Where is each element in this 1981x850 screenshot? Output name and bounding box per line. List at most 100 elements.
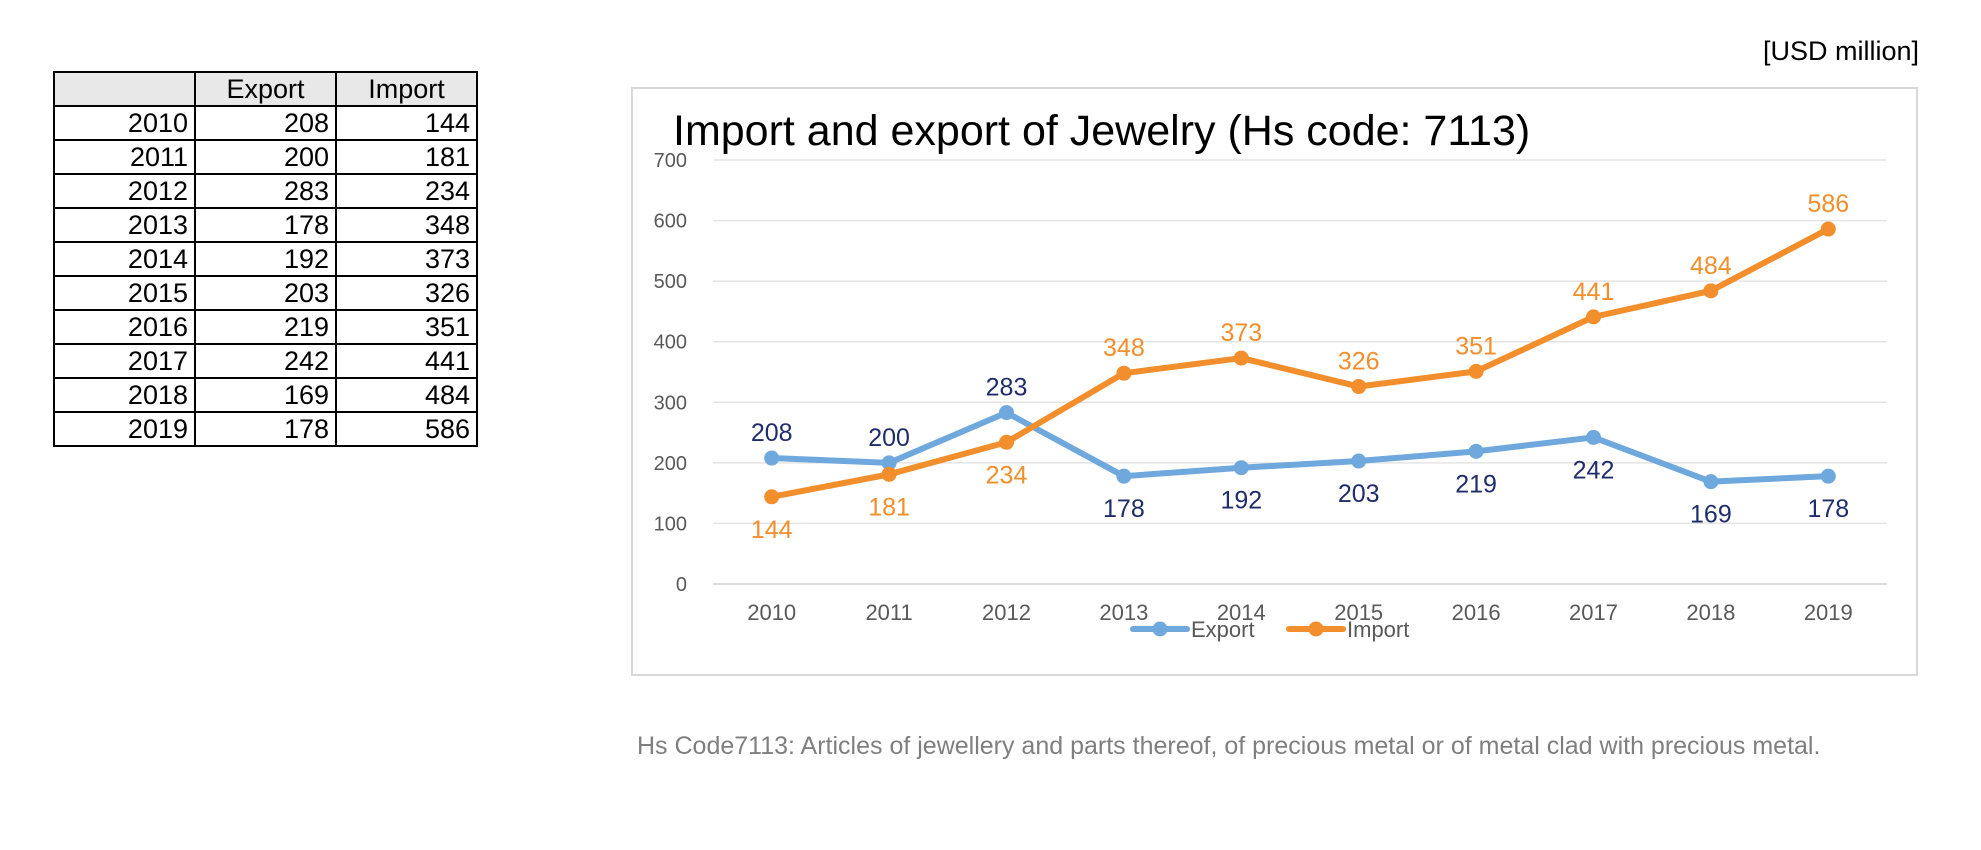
legend-marker-export [1152, 621, 1168, 637]
data-label-import: 348 [1103, 334, 1145, 362]
footnote: Hs Code7113: Articles of jewellery and p… [637, 732, 1821, 760]
table-cell: 2014 [53, 241, 196, 277]
x-tick-label: 2017 [1569, 600, 1618, 625]
table-cell: 242 [194, 343, 337, 379]
table-cell: 169 [194, 377, 337, 413]
data-label-export: 200 [868, 424, 910, 452]
table-cell: 283 [194, 173, 337, 209]
table-cell: 2016 [53, 309, 196, 345]
y-tick-label: 600 [654, 211, 687, 233]
data-point-export [1233, 460, 1249, 476]
y-tick-label: 100 [654, 513, 687, 535]
data-point-export [1468, 443, 1484, 459]
data-label-export: 208 [751, 419, 793, 447]
table-row: 2012 283 234 [53, 173, 478, 209]
data-label-import: 484 [1690, 252, 1732, 280]
data-label-export: 192 [1220, 487, 1262, 515]
data-label-import: 373 [1220, 319, 1262, 347]
line-chart: Import and export of Jewelry (Hs code: 7… [654, 107, 1887, 642]
data-point-export [764, 450, 780, 466]
series-line-export [768, 409, 1832, 485]
y-tick-label: 500 [654, 271, 687, 293]
y-tick-label: 400 [654, 332, 687, 354]
data-point-import [1703, 283, 1719, 299]
x-tick-label: 2010 [747, 600, 796, 625]
table-cell: 144 [335, 105, 478, 141]
x-tick-label: 2015 [1334, 600, 1383, 625]
table-cell: 181 [335, 139, 478, 175]
data-point-import [1586, 309, 1601, 325]
data-point-import [1351, 379, 1367, 395]
x-tick-label: 2016 [1452, 600, 1501, 625]
table-row: 2017 242 441 [53, 343, 478, 379]
data-point-import [1468, 363, 1484, 379]
table-cell: 219 [194, 309, 337, 345]
legend-marker-import [1308, 621, 1324, 637]
data-point-import [1116, 365, 1132, 381]
table-cell: 484 [335, 377, 478, 413]
table-cell: 2010 [53, 105, 196, 141]
data-label-export: 169 [1690, 501, 1732, 529]
table-row: 2019 178 586 [53, 411, 478, 447]
table-cell: 200 [194, 139, 337, 175]
data-label-import: 441 [1573, 278, 1615, 306]
table-cell: 2018 [53, 377, 196, 413]
legend-label-import: Import [1347, 617, 1409, 642]
y-tick-label: 0 [676, 574, 687, 596]
x-tick-label: 2019 [1804, 600, 1853, 625]
data-point-export [1586, 429, 1601, 445]
chart-frame [631, 87, 1918, 676]
data-point-import [764, 489, 780, 505]
table-row: 2013 178 348 [53, 207, 478, 243]
y-tick-label: 300 [654, 392, 687, 414]
chart-title: Import and export of Jewelry (Hs code: 7… [673, 107, 1530, 155]
table-header: Export [194, 71, 337, 107]
x-tick-label: 2013 [1099, 600, 1148, 625]
data-point-export [881, 455, 897, 471]
data-label-export: 203 [1338, 480, 1380, 508]
data-table: Export Import 2010 208 144 2011 200 181 2012… [53, 71, 478, 447]
data-point-export [1820, 468, 1836, 484]
table-row: 2014 192 373 [53, 241, 478, 277]
data-label-export: 219 [1455, 470, 1497, 498]
table-cell: 203 [194, 275, 337, 311]
x-tick-label: 2018 [1686, 600, 1735, 625]
data-point-import [1233, 350, 1249, 366]
legend-label-export: Export [1191, 617, 1255, 642]
data-label-export: 178 [1807, 495, 1849, 523]
y-tick-label: 700 [654, 150, 687, 172]
x-tick-label: 2014 [1217, 600, 1266, 625]
table-cell: 441 [335, 343, 478, 379]
table-cell: 2015 [53, 275, 196, 311]
table-header: Import [335, 71, 478, 107]
data-label-import: 326 [1338, 348, 1380, 376]
table-cell: 192 [194, 241, 337, 277]
data-point-import [881, 466, 897, 482]
table-cell: 351 [335, 309, 478, 345]
x-tick-label: 2011 [865, 600, 912, 625]
table-row: 2018 169 484 [53, 377, 478, 413]
table-cell: 208 [194, 105, 337, 141]
data-point-export [1351, 453, 1367, 469]
y-tick-label: 200 [654, 453, 687, 475]
unit-label: [USD million] [1762, 36, 1919, 66]
table-cell: 178 [194, 207, 337, 243]
table-header-row: Export Import [53, 71, 478, 107]
data-point-export [1116, 468, 1132, 484]
table-cell: 326 [335, 275, 478, 311]
table-cell: 2013 [53, 207, 196, 243]
data-label-import: 351 [1455, 332, 1497, 360]
table-cell: 2019 [53, 411, 196, 447]
data-label-export: 283 [986, 374, 1028, 402]
table-cell: 2017 [53, 343, 196, 379]
data-label-import: 144 [751, 516, 793, 544]
table-row: 2011 200 181 [53, 139, 478, 175]
table-row: 2016 219 351 [53, 309, 478, 345]
data-label-import: 181 [868, 493, 910, 521]
data-point-export [1703, 474, 1719, 490]
table-cell: 348 [335, 207, 478, 243]
table-cell: 178 [194, 411, 337, 447]
table-row: 2015 203 326 [53, 275, 478, 311]
x-tick-label: 2012 [982, 600, 1031, 625]
table-cell: 2011 [53, 139, 196, 175]
